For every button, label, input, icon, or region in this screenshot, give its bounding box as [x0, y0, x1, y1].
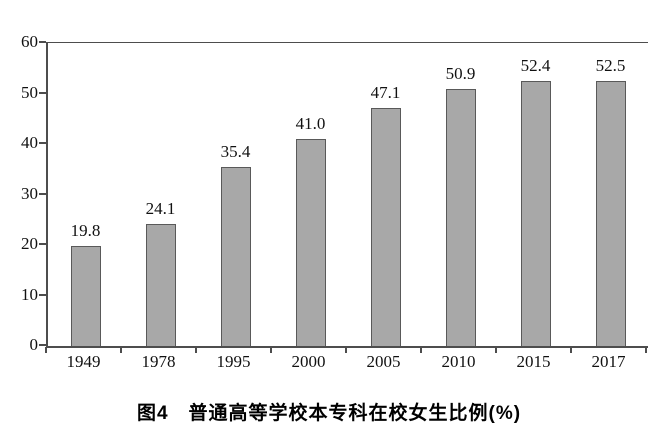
- bar-slot-2000: 41.0: [273, 43, 348, 346]
- bars-container: 19.8 24.1 35.4 41.0 47.1 50.9 52.4 52.5: [48, 43, 648, 346]
- bar-slot-2017: 52.5: [573, 43, 648, 346]
- x-tick-mark-8: [645, 347, 647, 353]
- bar-value-label-1978: 24.1: [145, 199, 176, 218]
- y-tick-mark-60: [39, 41, 46, 43]
- bar-value-label-2000: 41.0: [295, 114, 326, 133]
- bar-slot-2015: 52.4: [498, 43, 573, 346]
- y-tick-mark-20: [39, 243, 46, 245]
- x-tick-mark-2: [195, 347, 197, 353]
- bar-2015: [520, 81, 551, 346]
- x-tick-mark-1: [120, 347, 122, 353]
- bar-2017: [595, 81, 626, 346]
- bar-1995: [220, 167, 251, 346]
- y-tick-mark-30: [39, 192, 46, 195]
- bar-2010: [445, 89, 476, 346]
- y-tick-mark-50: [39, 91, 46, 94]
- x-tick-mark-5: [420, 347, 422, 353]
- chart-caption: 图4 普通高等学校本专科在校女生比例(%): [0, 398, 658, 425]
- x-tick-label-2005: 2005: [366, 352, 401, 371]
- y-tick-label-10: 10: [21, 284, 38, 304]
- x-tick-label-1995: 1995: [216, 352, 251, 371]
- y-tick-label-50: 50: [21, 82, 38, 102]
- bar-value-label-1995: 35.4: [220, 142, 251, 161]
- y-tick-label-0: 0: [29, 335, 39, 354]
- bar-2000: [295, 139, 326, 346]
- bar-value-label-2015: 52.4: [520, 56, 551, 75]
- bar-slot-2005: 47.1: [348, 43, 423, 346]
- x-tick-label-2017: 2017: [591, 352, 626, 371]
- y-tick-label-60: 60: [21, 32, 38, 51]
- x-tick-mark-7: [570, 347, 572, 353]
- bar-slot-1995: 35.4: [198, 43, 273, 346]
- y-tick-mark-10: [39, 293, 46, 296]
- plot-area: 19.8 24.1 35.4 41.0 47.1 50.9 52.4 52.5: [46, 42, 648, 348]
- y-tick-mark-0: [39, 344, 46, 346]
- y-tick-label-30: 30: [21, 183, 38, 203]
- bar-value-label-1949: 19.8: [70, 221, 101, 240]
- y-tick-mark-40: [39, 142, 46, 144]
- y-tick-label-40: 40: [21, 133, 38, 152]
- x-tick-label-1978: 1978: [141, 352, 176, 371]
- x-tick-label-2010: 2010: [441, 352, 476, 371]
- y-tick-label-20: 20: [21, 234, 38, 253]
- bar-slot-1978: 24.1: [123, 43, 198, 346]
- bar-value-label-2017: 52.5: [595, 56, 626, 75]
- bar-value-label-2010: 50.9: [445, 64, 476, 83]
- x-tick-label-2015: 2015: [516, 352, 551, 371]
- bar-value-label-2005: 47.1: [370, 83, 401, 102]
- caption-text: 图4 普通高等学校本专科在校女生比例(%): [136, 403, 522, 424]
- bar-slot-2010: 50.9: [423, 43, 498, 346]
- x-tick-mark-3: [270, 347, 272, 353]
- x-tick-mark-0: [45, 347, 47, 353]
- x-tick-label-1949: 1949: [66, 352, 101, 371]
- x-axis-labels: 1949 1978 1995 2000 2005 2010 2015 2017: [46, 352, 646, 372]
- bar-1978: [145, 224, 176, 346]
- x-tick-label-2000: 2000: [291, 352, 326, 371]
- bar-2005: [370, 108, 401, 346]
- x-tick-mark-6: [495, 347, 497, 353]
- bar-1949: [70, 246, 101, 346]
- x-tick-mark-4: [345, 347, 347, 353]
- bar-slot-1949: 19.8: [48, 43, 123, 346]
